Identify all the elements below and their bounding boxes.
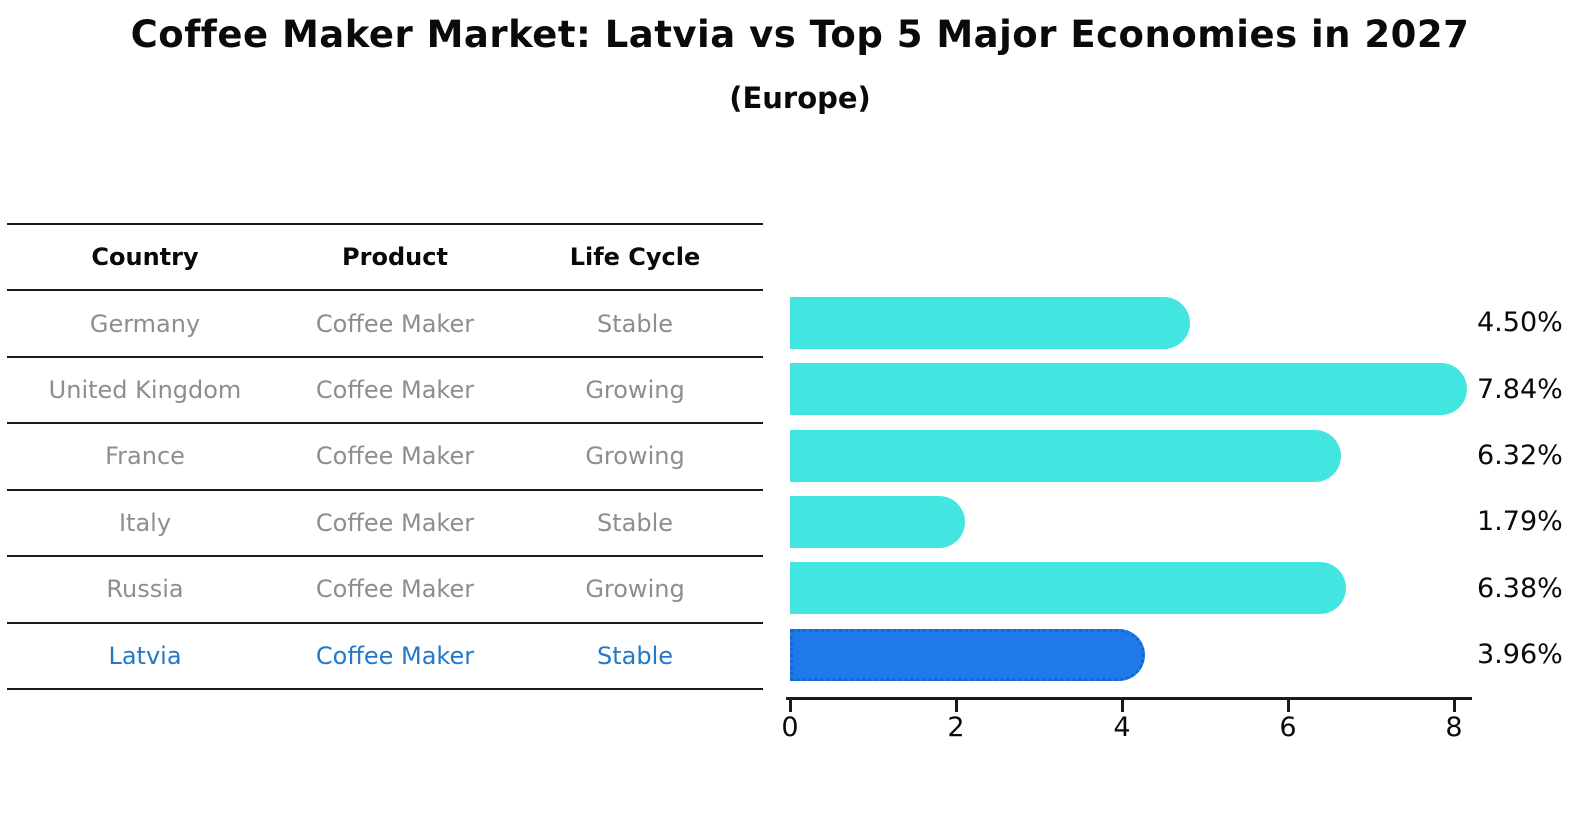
cell-country-germany: Germany xyxy=(89,309,201,338)
value-label-latvia: 3.96% xyxy=(1477,639,1563,671)
value-label-germany: 4.50% xyxy=(1477,307,1563,339)
cell-country-italy: Italy xyxy=(118,508,172,537)
country-table: Country Product Life Cycle Germany Coffee… xyxy=(7,223,763,690)
x-axis-tick-2 xyxy=(954,700,958,712)
cell-country-united-kingdom: United Kingdom xyxy=(48,376,242,405)
x-axis-tick-8 xyxy=(1452,700,1456,712)
value-label-united-kingdom: 7.84% xyxy=(1477,373,1563,405)
table-body: Germany Coffee Maker Stable United Kingdom C… xyxy=(7,291,763,690)
cell-life-cycle-germany: Stable xyxy=(596,309,674,338)
x-axis-tick-label-0: 0 xyxy=(781,712,799,743)
cell-product-france: Coffee Maker xyxy=(315,442,475,471)
column-header-product: Product xyxy=(342,243,448,272)
x-axis-tick-0 xyxy=(788,700,792,712)
value-label-italy: 1.79% xyxy=(1477,506,1563,538)
cell-country-latvia: Latvia xyxy=(108,641,182,670)
x-axis-tick-6 xyxy=(1286,700,1290,712)
cell-product-germany: Coffee Maker xyxy=(315,309,475,338)
x-axis-line xyxy=(786,697,1472,700)
column-header-life-cycle: Life Cycle xyxy=(569,243,701,272)
table-row-russia: Russia Coffee Maker Growing xyxy=(7,557,763,624)
cell-life-cycle-united-kingdom: Growing xyxy=(585,376,685,405)
value-label-france: 6.32% xyxy=(1477,440,1563,471)
bar-united-kingdom xyxy=(790,363,1467,416)
x-axis-tick-4 xyxy=(1120,700,1124,712)
cell-life-cycle-russia: Growing xyxy=(585,575,685,604)
table-row-italy: Italy Coffee Maker Stable xyxy=(7,491,763,558)
column-header-country: Country xyxy=(91,243,199,272)
bar-russia xyxy=(790,562,1346,615)
cell-life-cycle-italy: Stable xyxy=(596,508,674,537)
cell-product-latvia: Coffee Maker xyxy=(315,641,475,670)
table-row-latvia: Latvia Coffee Maker Stable xyxy=(7,624,763,690)
bar-latvia xyxy=(790,628,1145,681)
table-row-france: France Coffee Maker Growing xyxy=(7,424,763,491)
cell-product-italy: Coffee Maker xyxy=(315,508,475,537)
cell-country-russia: Russia xyxy=(106,575,184,604)
cell-life-cycle-latvia: Stable xyxy=(596,641,674,670)
cell-life-cycle-france: Growing xyxy=(585,442,685,471)
cell-country-france: France xyxy=(105,442,185,471)
chart-subtitle: (Europe) xyxy=(729,81,871,115)
bar-germany xyxy=(790,296,1190,349)
x-axis-tick-label-4: 4 xyxy=(1113,712,1131,743)
chart-title: Coffee Maker Market: Latvia vs Top 5 Maj… xyxy=(130,13,1470,56)
cell-product-russia: Coffee Maker xyxy=(315,575,475,604)
bar-italy xyxy=(790,495,965,548)
table-row-germany: Germany Coffee Maker Stable xyxy=(7,291,763,358)
table-header-row: Country Product Life Cycle xyxy=(7,225,763,292)
x-axis-tick-label-2: 2 xyxy=(947,712,965,743)
bar-france xyxy=(790,429,1341,482)
cell-product-united-kingdom: Coffee Maker xyxy=(315,376,475,405)
x-axis-tick-label-6: 6 xyxy=(1279,712,1297,743)
value-label-russia: 6.38% xyxy=(1477,572,1563,604)
x-axis-tick-label-8: 8 xyxy=(1445,712,1463,743)
table-row-united-kingdom: United Kingdom Coffee Maker Growing xyxy=(7,358,763,425)
